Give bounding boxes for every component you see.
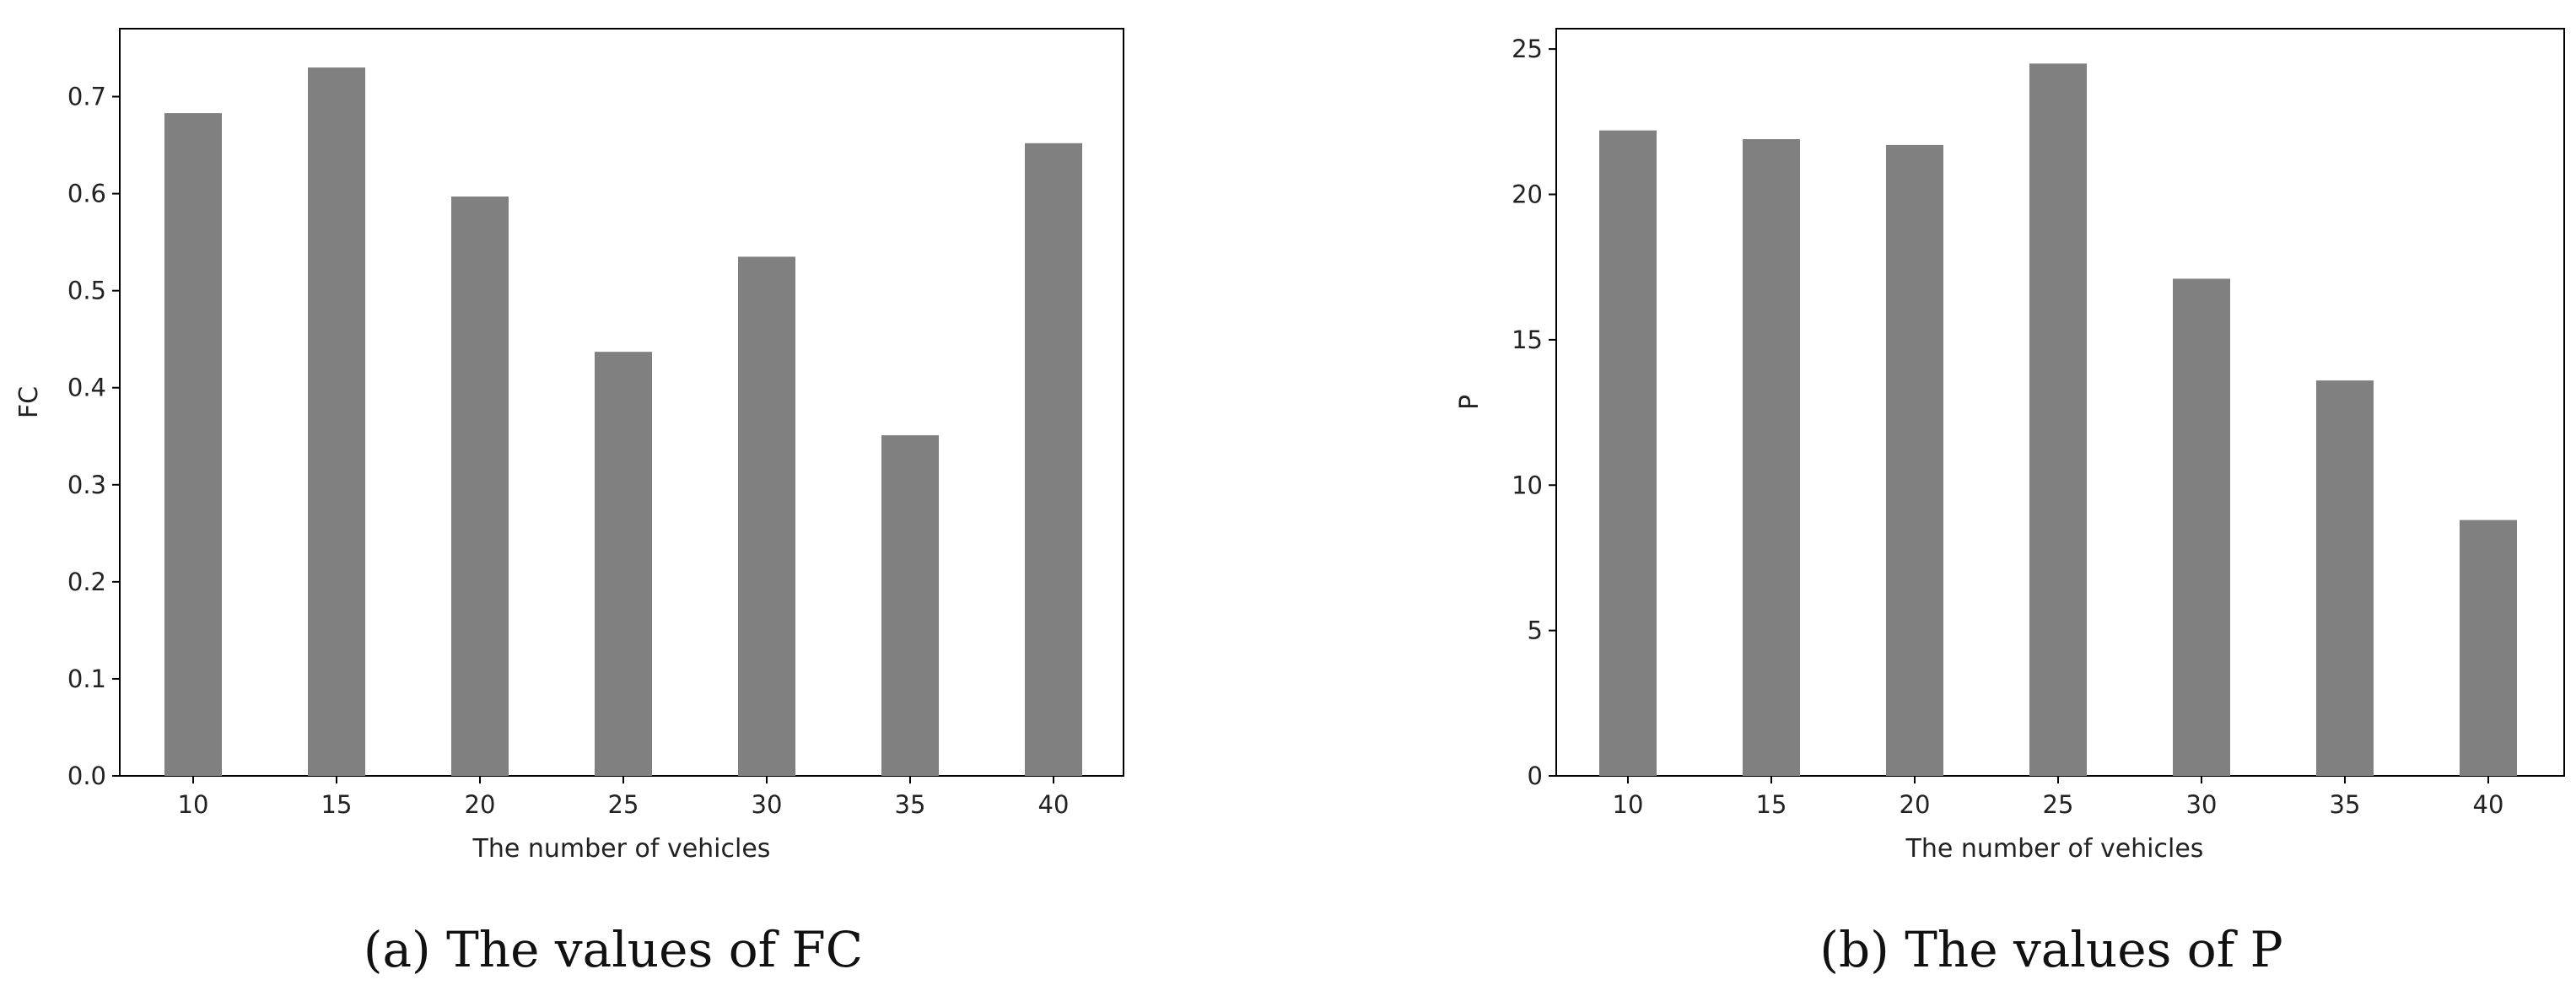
bar-35 xyxy=(2316,380,2374,776)
x-tick-label: 20 xyxy=(1900,790,1931,819)
bar-35 xyxy=(881,435,939,776)
y-tick-label: 0.7 xyxy=(67,83,106,111)
y-tick-label: 0.1 xyxy=(67,665,106,693)
x-tick-label: 25 xyxy=(608,790,639,819)
y-tick-label: 0.5 xyxy=(67,277,106,305)
y-tick-label: 0 xyxy=(1528,762,1543,790)
panel-caption: (a) The values of FC xyxy=(364,921,863,978)
bar-25 xyxy=(2029,63,2087,777)
x-tick-label: 30 xyxy=(752,790,783,819)
y-tick-group: 0.0 0.1 0.2 0.3 0.4 0.5 0.6 0.7 xyxy=(67,83,120,790)
x-tick-label: 20 xyxy=(465,790,496,819)
bar-10 xyxy=(164,113,222,776)
y-tick-label: 20 xyxy=(1512,180,1543,209)
x-tick-label: 15 xyxy=(321,790,353,819)
x-tick-label: 30 xyxy=(2186,790,2218,819)
bar-25 xyxy=(595,352,652,776)
y-tick-label: 5 xyxy=(1528,616,1543,645)
chart-panel-p: 10 15 20 25 30 35 40 0 5 10 15 20 25 The number of … xyxy=(1455,28,2565,978)
x-tick-label: 40 xyxy=(2473,790,2504,819)
x-axis-label: The number of vehicles xyxy=(472,834,771,864)
x-axis-label: The number of vehicles xyxy=(1905,834,2204,864)
x-tick-label: 25 xyxy=(2043,790,2074,819)
x-tick-label: 35 xyxy=(2330,790,2361,819)
y-tick-label: 10 xyxy=(1512,471,1543,499)
panel-caption: (b) The values of P xyxy=(1819,921,2282,978)
chart-panel-fc: 10 15 20 25 30 35 40 0.00.10.20.30.40.50.60.7 … xyxy=(14,28,1124,978)
x-tick-label: 40 xyxy=(1038,790,1070,819)
y-tick-label: 0.2 xyxy=(67,568,106,596)
x-tick-label: 10 xyxy=(178,790,209,819)
bar-40 xyxy=(1025,143,1082,777)
bar-40 xyxy=(2460,520,2517,776)
bar-15 xyxy=(308,67,365,776)
x-tick-group: 10 15 20 25 30 35 40 xyxy=(178,776,1070,819)
x-tick-label: 15 xyxy=(1756,790,1787,819)
y-axis-label: FC xyxy=(14,386,44,418)
bar-10 xyxy=(1599,130,1657,776)
bar-group xyxy=(164,67,1082,777)
y-axis-label: P xyxy=(1455,395,1485,410)
y-tick-label: 0.4 xyxy=(67,374,106,402)
x-tick-label: 35 xyxy=(895,790,926,819)
y-tick-label: 0.3 xyxy=(67,471,106,499)
bar-30 xyxy=(738,256,795,776)
bar-15 xyxy=(1743,139,1800,776)
y-tick-label: 15 xyxy=(1512,326,1543,354)
bar-group xyxy=(1599,63,2517,777)
y-tick-label: 0.6 xyxy=(67,180,106,208)
x-tick-label: 10 xyxy=(1613,790,1644,819)
bar-30 xyxy=(2173,278,2230,776)
y-tick-label: 0.0 xyxy=(67,762,106,790)
y-tick-group: 0 5 10 15 20 25 xyxy=(1512,35,1556,790)
x-tick-group: 10 15 20 25 30 35 40 xyxy=(1613,776,2504,819)
bar-20 xyxy=(451,197,509,777)
bar-20 xyxy=(1886,144,1943,777)
y-tick-label: 25 xyxy=(1512,35,1543,63)
